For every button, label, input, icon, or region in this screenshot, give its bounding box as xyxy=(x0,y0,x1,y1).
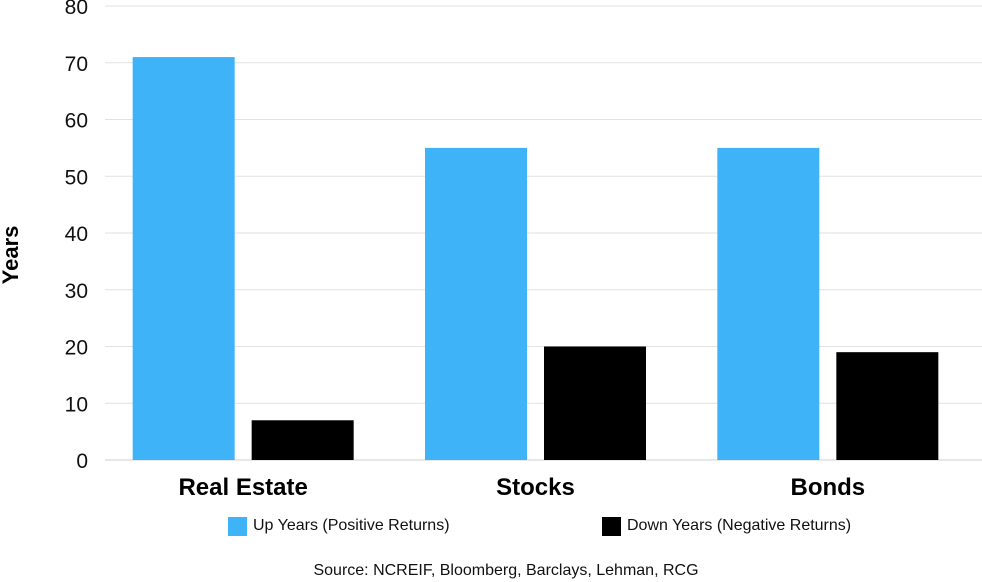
gridlines xyxy=(105,5,982,461)
y-axis-ticks: 0 10 20 30 40 50 60 70 80 xyxy=(65,0,88,473)
bars xyxy=(132,57,939,460)
x-category-label: Real Estate xyxy=(178,474,307,501)
y-tick-label: 60 xyxy=(65,110,88,133)
bar-down-2 xyxy=(836,352,939,460)
bar-up-1 xyxy=(425,147,527,460)
y-tick-label: 70 xyxy=(65,53,88,76)
legend-item-up: Up Years (Positive Returns) xyxy=(228,514,450,538)
legend-swatch-down xyxy=(602,516,621,536)
y-tick-label: 40 xyxy=(65,223,88,246)
bar-down-1 xyxy=(544,346,646,460)
bar-up-0 xyxy=(132,57,235,460)
x-axis-categories: Real Estate Stocks Bonds xyxy=(178,474,865,501)
y-tick-label: 80 xyxy=(65,0,88,19)
x-category-label: Stocks xyxy=(496,474,575,501)
y-tick-label: 30 xyxy=(65,280,88,303)
y-tick-label: 20 xyxy=(65,337,88,360)
y-tick-label: 10 xyxy=(65,393,88,416)
bar-up-2 xyxy=(717,147,820,460)
legend-swatch-up xyxy=(228,516,247,536)
legend-label-down: Down Years (Negative Returns) xyxy=(627,517,852,534)
y-tick-label: 0 xyxy=(76,450,88,473)
legend-label-up: Up Years (Positive Returns) xyxy=(253,517,450,534)
legend-item-down: Down Years (Negative Returns) xyxy=(602,514,851,538)
bar-down-0 xyxy=(251,420,354,460)
source-note: Source: NCREIF, Bloomberg, Barclays, Leh… xyxy=(313,562,699,579)
x-category-label: Bonds xyxy=(790,474,865,501)
legend: Up Years (Positive Returns) Down Years (… xyxy=(0,514,982,538)
y-tick-label: 50 xyxy=(65,166,88,189)
y-axis-label: Years xyxy=(0,226,23,285)
